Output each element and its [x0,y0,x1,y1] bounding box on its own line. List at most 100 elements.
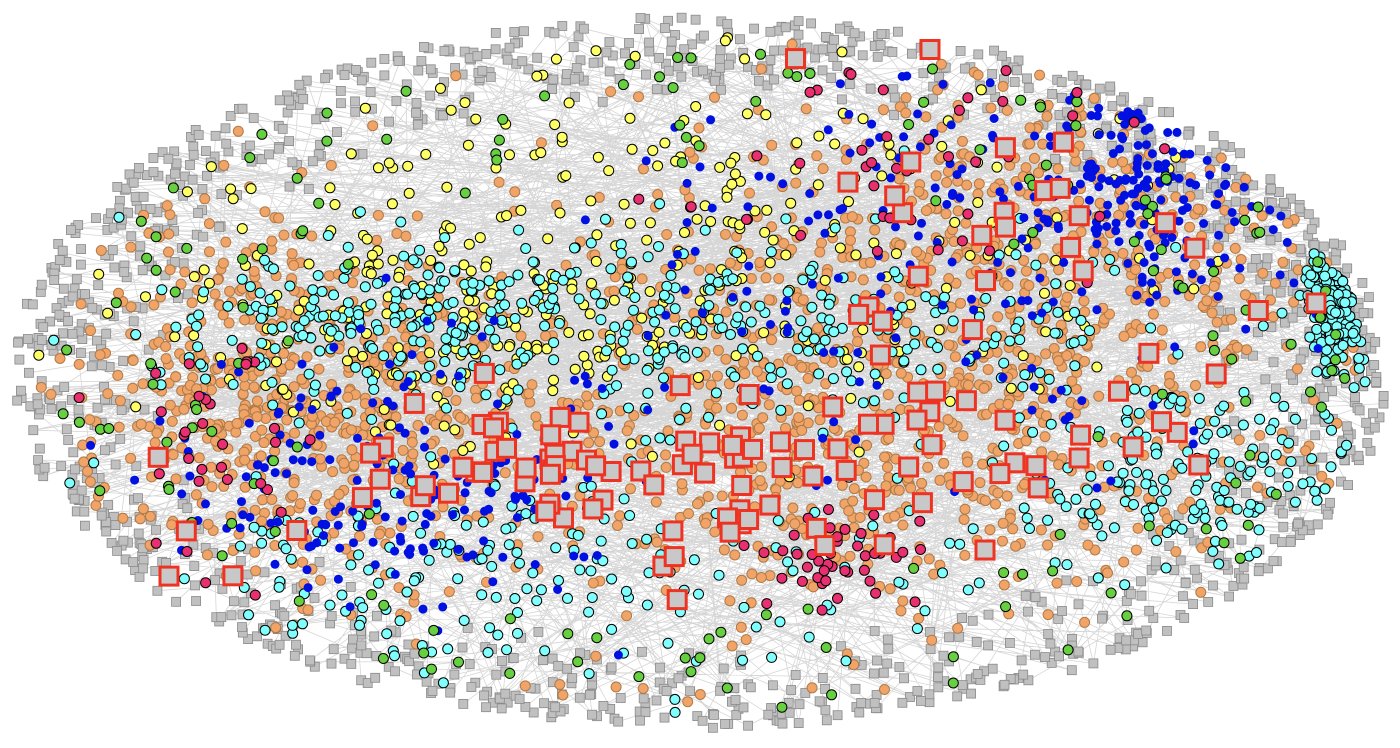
node [714,419,726,431]
node [254,287,266,299]
node [905,692,915,702]
node [649,316,661,328]
node [769,45,780,56]
node [490,44,501,55]
node [1312,519,1323,530]
node [296,393,306,403]
node [1039,431,1051,443]
node [371,277,383,289]
node [911,623,923,635]
node [381,133,393,145]
node [250,565,262,577]
node [304,655,315,666]
node [605,86,617,98]
node [1052,163,1064,175]
node [880,480,892,492]
node [690,101,702,112]
node [259,463,269,473]
node [595,297,607,309]
node [520,508,532,520]
node [1289,278,1299,288]
node [933,682,944,693]
node [1152,290,1162,300]
node [125,452,137,464]
node [587,709,597,720]
node [189,561,200,571]
node [1145,322,1157,334]
node [347,277,359,289]
node [1268,556,1279,566]
node [1180,578,1191,588]
node [423,554,435,566]
node [357,602,369,614]
node [841,353,853,365]
node [732,311,744,323]
node [1140,125,1150,135]
node [755,572,767,583]
node [270,559,280,569]
node [959,549,971,561]
node [490,27,501,38]
node [836,479,848,491]
node [1144,239,1154,249]
node [947,257,957,267]
node [973,577,985,589]
node [1306,453,1318,465]
node [641,156,651,166]
node [170,473,182,485]
node [333,520,343,530]
node [126,231,137,242]
node [1092,572,1104,584]
node [1041,110,1053,122]
node [680,285,690,295]
node [201,170,212,181]
node [643,405,653,415]
node [1164,107,1174,118]
node [1077,396,1087,406]
node [267,455,279,467]
node [800,103,812,115]
node [1133,154,1143,163]
node [1088,246,1100,258]
node [889,510,901,522]
node [273,212,285,224]
node [948,376,960,388]
node [736,409,748,421]
node [496,703,507,714]
node [185,471,195,481]
node [553,575,564,586]
node [553,317,565,329]
node [438,420,450,432]
node [1325,497,1335,508]
node [735,621,747,633]
node [760,109,772,121]
node [1029,382,1039,392]
node [652,160,664,172]
node [857,274,869,286]
node [408,575,420,587]
node [550,702,561,713]
node [182,289,193,300]
node [758,327,770,339]
node [281,414,293,426]
node [937,567,948,579]
node [270,600,281,611]
node [679,652,691,664]
node [861,439,873,451]
node [1143,97,1154,107]
node [886,173,896,183]
node [835,205,845,215]
node [455,411,466,423]
node [1149,233,1161,245]
node [869,698,880,708]
node [422,269,434,281]
node [117,512,129,524]
node [845,392,857,404]
node [352,475,362,485]
node [284,280,296,292]
node [1342,263,1353,274]
node [303,368,315,380]
node [894,662,905,672]
node [1194,145,1205,156]
node [619,354,631,366]
